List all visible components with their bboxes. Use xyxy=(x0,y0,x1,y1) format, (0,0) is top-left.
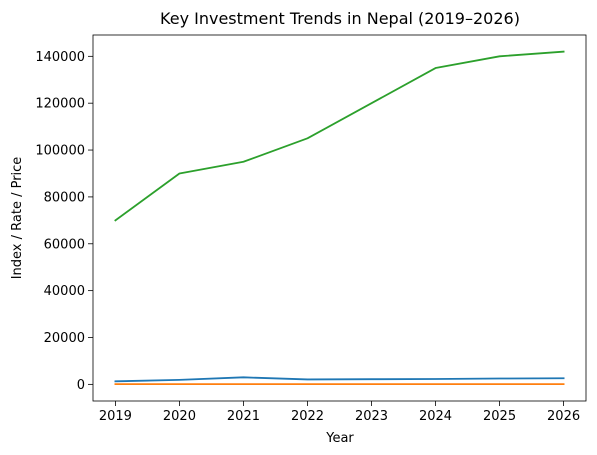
x-tick-label: 2024 xyxy=(419,409,452,424)
x-tick-label: 2022 xyxy=(291,409,324,424)
y-tick-label: 20000 xyxy=(44,331,85,346)
x-tick-label: 2023 xyxy=(355,409,388,424)
chart-title: Key Investment Trends in Nepal (2019–202… xyxy=(160,9,520,28)
y-tick-label: 0 xyxy=(77,378,85,393)
x-axis-label: Year xyxy=(325,431,354,446)
series-layer xyxy=(114,50,565,386)
x-axis: 2019 2020 2021 2022 2023 2024 2025 2026 xyxy=(99,401,580,424)
y-axis-label: Index / Rate / Price xyxy=(10,157,25,280)
y-tick-label: 120000 xyxy=(35,97,85,112)
y-tick-label: 140000 xyxy=(35,50,85,65)
plot-frame xyxy=(92,34,587,402)
series-line-3 xyxy=(114,50,565,222)
x-tick-label: 2026 xyxy=(547,409,580,424)
y-tick-label: 60000 xyxy=(44,237,85,252)
x-tick-label: 2021 xyxy=(227,409,260,424)
y-tick-label: 100000 xyxy=(35,144,85,159)
y-axis: 0 20000 40000 60000 80000 100000 120000 140000 xyxy=(35,50,93,393)
series-line-1 xyxy=(114,376,565,383)
x-tick-label: 2025 xyxy=(483,409,516,424)
y-tick-label: 80000 xyxy=(44,190,85,205)
y-tick-label: 40000 xyxy=(44,284,85,299)
x-tick-label: 2019 xyxy=(99,409,132,424)
x-tick-label: 2020 xyxy=(163,409,196,424)
